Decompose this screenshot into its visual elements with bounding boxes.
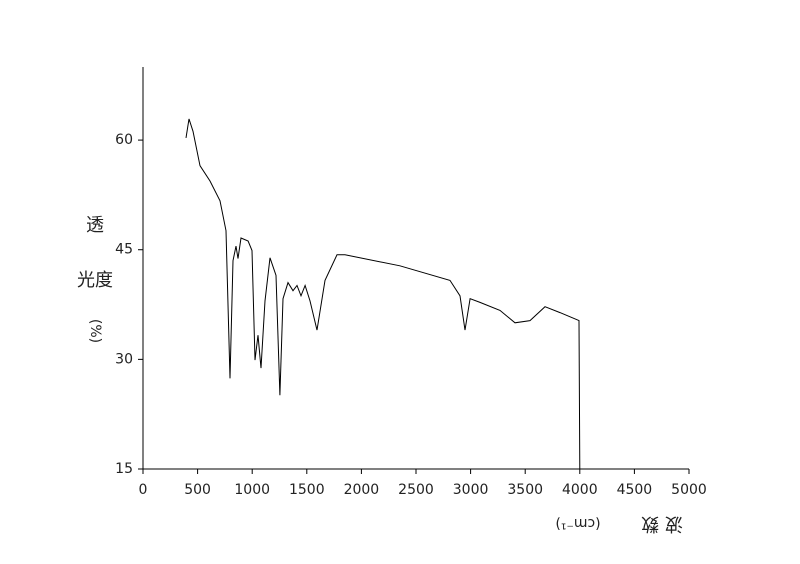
x-tick-label: 2000 — [344, 482, 380, 498]
x-tick-label: 5000 — [671, 482, 707, 498]
x-tick-label: 500 — [184, 482, 211, 498]
y-tick-label: 15 — [115, 461, 133, 477]
x-tick-label: 4500 — [617, 482, 653, 498]
x-label-unit: (cm⁻¹) — [555, 515, 600, 531]
x-tick-label: 0 — [139, 482, 148, 498]
x-tick-label: 1500 — [289, 482, 325, 498]
x-tick-label: 4000 — [562, 482, 598, 498]
y-tick-label: 60 — [115, 132, 133, 148]
y-label: 光度 — [77, 270, 113, 291]
x-tick-label: 2500 — [398, 482, 434, 498]
x-tick-label: 1000 — [234, 482, 270, 498]
y-tick-label: 30 — [115, 351, 133, 367]
y-tick-label: 45 — [115, 242, 133, 258]
x-tick-label: 3500 — [507, 482, 543, 498]
y-label: 透 — [86, 215, 104, 236]
spectrum-line — [185, 118, 581, 470]
x-tick-label: 3000 — [453, 482, 489, 498]
x-label: 波 数 — [641, 513, 683, 534]
y-label-unit: (%) — [87, 319, 103, 343]
